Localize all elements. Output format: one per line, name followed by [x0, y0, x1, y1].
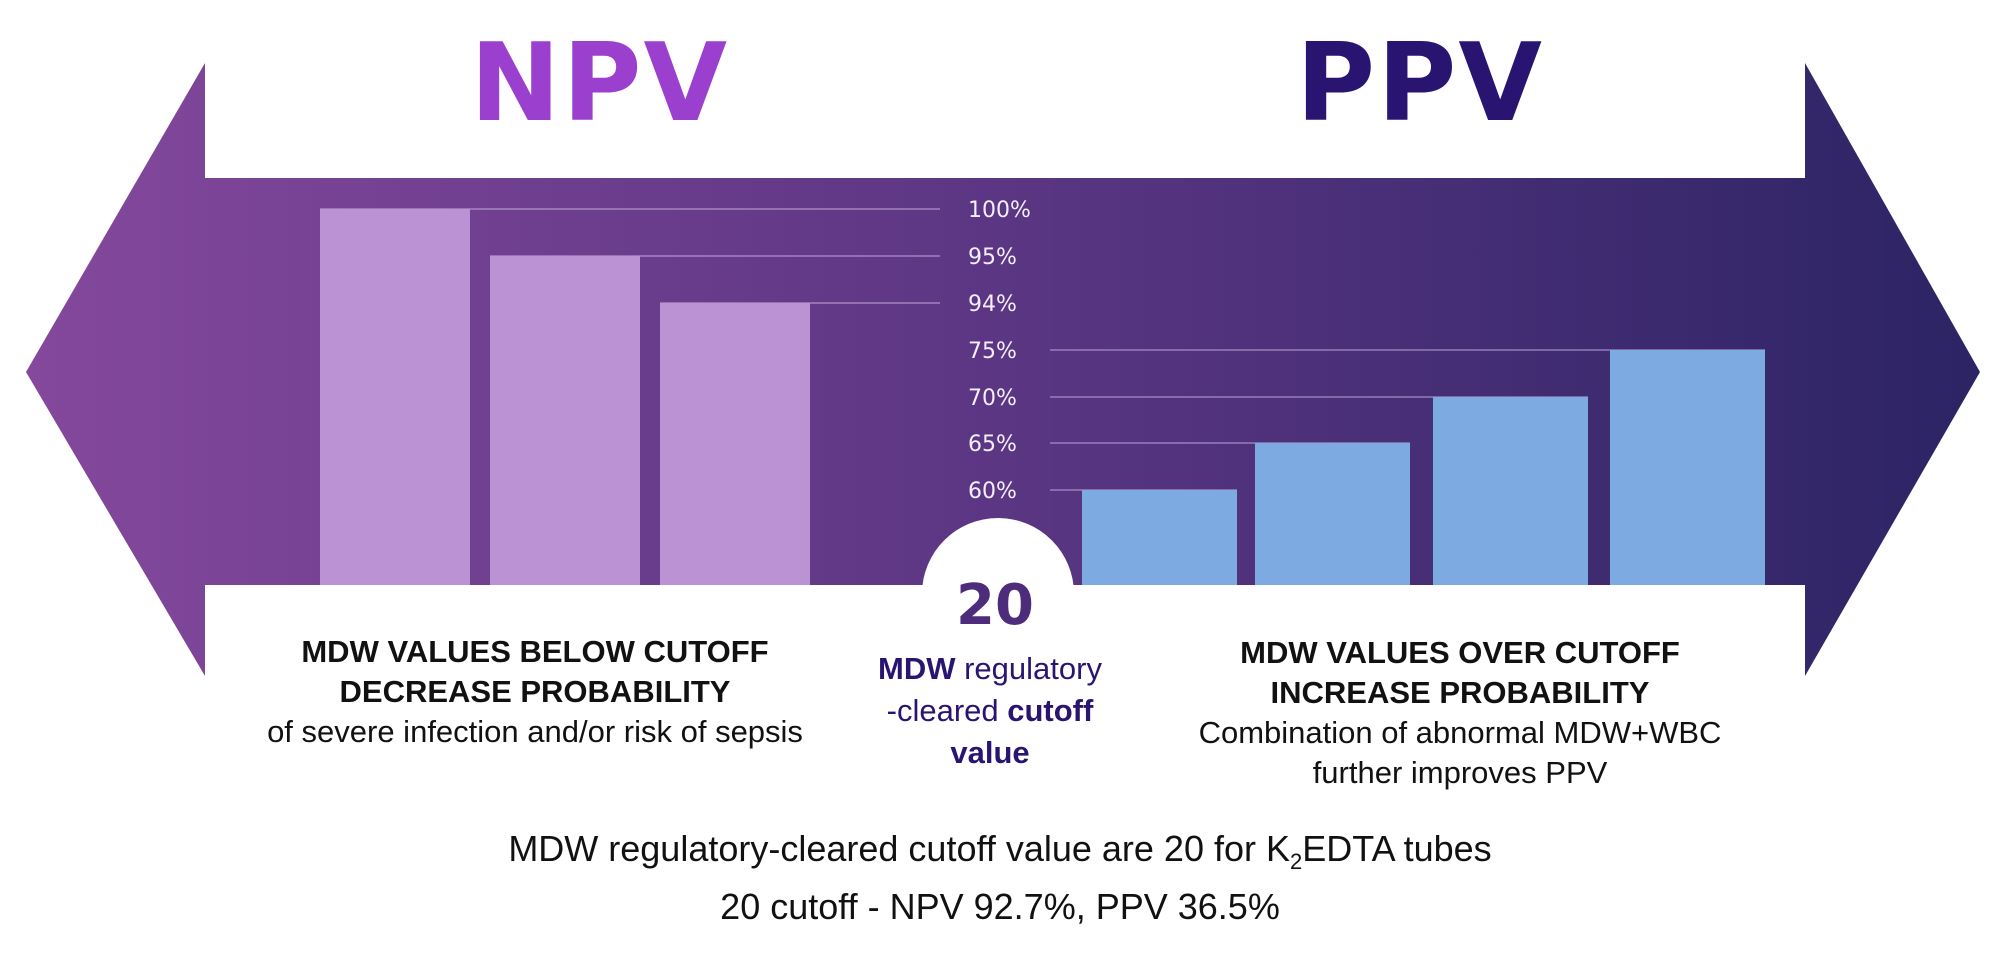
ppv-value-label-4: 75% — [968, 339, 1017, 364]
cutoff-label-cutoff: cutoff — [1007, 693, 1094, 728]
npv-bar-1 — [320, 209, 470, 585]
npv-value-label-2: 95% — [968, 245, 1017, 270]
ppv-value-label-3: 70% — [968, 386, 1017, 411]
footer-note: MDW regulatory-cleared cutoff value are … — [300, 820, 1700, 936]
ppv-heading: PPV — [1296, 21, 1544, 146]
right-caption-line2: INCREASE PROBABILITY — [1270, 675, 1650, 710]
right-caption-line4: further improves PPV — [1312, 755, 1608, 790]
npv-value-label-3: 94% — [968, 292, 1017, 317]
ppv-bar-4 — [1610, 350, 1765, 585]
npv-bar-2 — [490, 256, 640, 585]
ppv-value-label-2: 65% — [968, 432, 1017, 457]
left-caption-line3: of severe infection and/or risk of sepsi… — [267, 714, 803, 749]
cutoff-value: 20 — [956, 573, 1034, 638]
cutoff-label: MDW regulatory -cleared cutoff value — [850, 648, 1130, 774]
cutoff-label-mdw: MDW — [878, 651, 956, 686]
left-caption-line1: MDW VALUES BELOW CUTOFF — [301, 634, 769, 669]
cutoff-label-cleared: -cleared — [886, 693, 1008, 728]
npv-value-label-1: 100% — [968, 198, 1031, 223]
cutoff-label-value: value — [950, 735, 1030, 770]
cutoff-label-regulatory: regulatory — [955, 651, 1102, 686]
npv-heading: NPV — [470, 21, 730, 146]
npv-bar-3 — [660, 303, 810, 585]
footer-line2: 20 cutoff - NPV 92.7%, PPV 36.5% — [720, 886, 1280, 927]
right-caption-line1: MDW VALUES OVER CUTOFF — [1240, 635, 1680, 670]
right-caption: MDW VALUES OVER CUTOFF INCREASE PROBABIL… — [1130, 633, 1790, 793]
right-caption-line3: Combination of abnormal MDW+WBC — [1198, 715, 1722, 750]
ppv-bar-1 — [1082, 490, 1237, 585]
left-caption: MDW VALUES BELOW CUTOFF DECREASE PROBABI… — [200, 632, 870, 752]
ppv-value-label-1: 60% — [968, 479, 1017, 504]
footer-line1: MDW regulatory-cleared cutoff value are … — [508, 828, 1492, 874]
ppv-bar-3 — [1433, 397, 1588, 585]
ppv-bar-2 — [1255, 443, 1410, 585]
left-caption-line2: DECREASE PROBABILITY — [339, 674, 731, 709]
